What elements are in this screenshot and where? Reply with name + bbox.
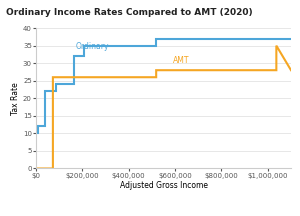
Y-axis label: Tax Rate: Tax Rate — [11, 82, 20, 115]
Text: Ordinary Income Rates Compared to AMT (2020): Ordinary Income Rates Compared to AMT (2… — [6, 8, 253, 17]
Text: TAX FOUNDATION: TAX FOUNDATION — [6, 205, 68, 210]
X-axis label: Adjusted Gross Income: Adjusted Gross Income — [119, 181, 208, 191]
Text: Ordinary: Ordinary — [75, 42, 109, 51]
Text: AMT: AMT — [173, 56, 189, 65]
Text: @TaxFoundation: @TaxFoundation — [242, 205, 294, 210]
